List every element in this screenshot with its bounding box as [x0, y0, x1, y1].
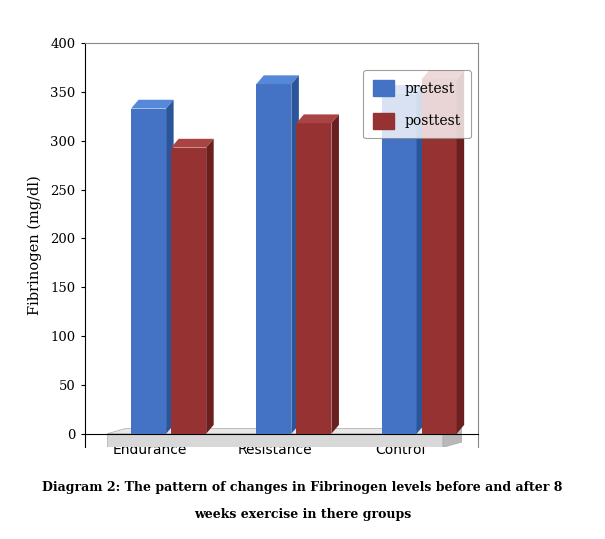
Y-axis label: Fibrinogen (mg/dl): Fibrinogen (mg/dl) [28, 175, 42, 315]
Polygon shape [257, 84, 292, 434]
Polygon shape [131, 100, 174, 108]
Polygon shape [107, 434, 443, 447]
Polygon shape [422, 71, 464, 79]
Polygon shape [171, 148, 206, 434]
Polygon shape [422, 79, 457, 434]
Polygon shape [107, 429, 462, 434]
Polygon shape [296, 114, 339, 123]
Polygon shape [332, 114, 339, 434]
Polygon shape [257, 75, 299, 84]
Polygon shape [457, 71, 464, 434]
Polygon shape [131, 108, 166, 434]
Polygon shape [292, 75, 299, 434]
Polygon shape [296, 123, 332, 434]
Polygon shape [206, 139, 214, 434]
Polygon shape [382, 85, 424, 94]
Polygon shape [443, 429, 462, 447]
Text: Diagram 2: The pattern of changes in Fibrinogen levels before and after 8: Diagram 2: The pattern of changes in Fib… [42, 481, 563, 494]
Polygon shape [166, 100, 174, 434]
Legend: pretest, posttest: pretest, posttest [364, 70, 471, 139]
Polygon shape [171, 139, 214, 148]
Polygon shape [417, 85, 424, 434]
Polygon shape [382, 94, 417, 434]
Text: weeks exercise in there groups: weeks exercise in there groups [194, 508, 411, 521]
